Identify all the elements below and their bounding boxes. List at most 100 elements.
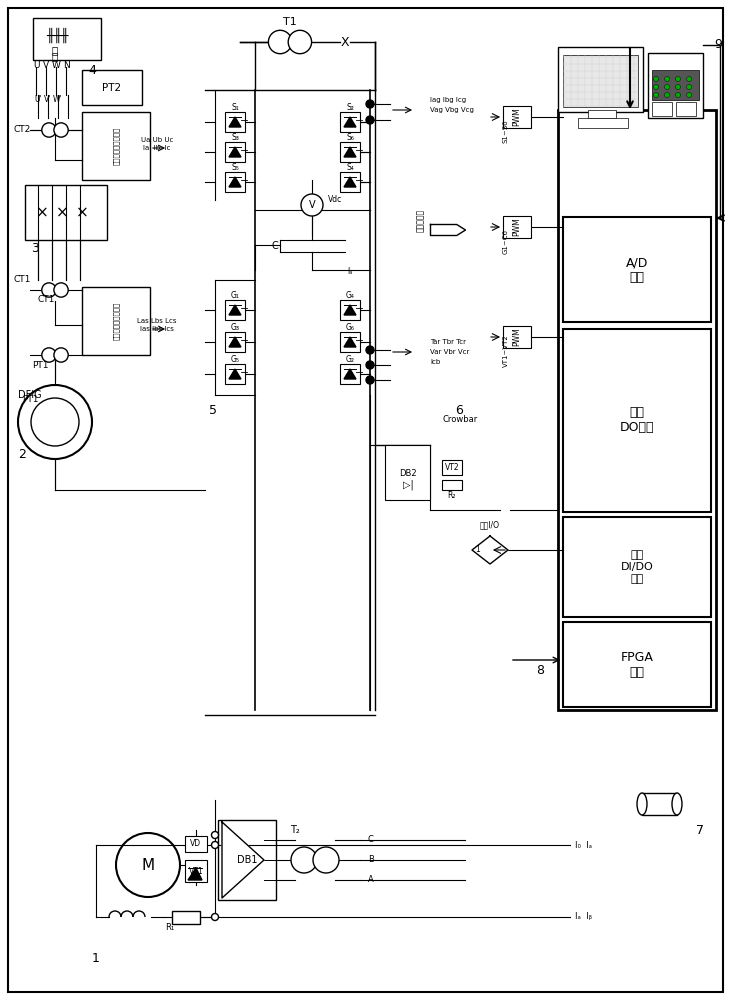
Text: PWM: PWM [512, 218, 521, 236]
Text: Las Lbs Lcs: Las Lbs Lcs [137, 318, 177, 324]
Text: 模拟量信号调理模块: 模拟量信号调理模块 [113, 127, 119, 165]
Text: G₅: G₅ [230, 355, 240, 363]
Text: PT1: PT1 [31, 360, 48, 369]
Text: A: A [368, 876, 374, 884]
Bar [588, 110, 616, 118]
Text: U: U [33, 60, 39, 70]
Text: VD: VD [191, 840, 202, 848]
Polygon shape [222, 822, 264, 898]
Circle shape [54, 123, 68, 137]
Text: G₁: G₁ [230, 290, 240, 300]
Bar [563, 517, 711, 617]
Text: G₂: G₂ [346, 355, 355, 363]
Bar [503, 326, 531, 348]
Text: 网: 网 [52, 51, 58, 61]
Polygon shape [344, 117, 356, 127]
Text: 1: 1 [475, 546, 480, 554]
Text: R₂: R₂ [448, 490, 456, 499]
Circle shape [211, 842, 219, 848]
Polygon shape [344, 369, 356, 379]
Circle shape [211, 914, 219, 920]
Bar [82, 70, 142, 105]
Circle shape [54, 348, 68, 362]
Polygon shape [229, 117, 241, 127]
Text: PWM: PWM [512, 328, 521, 346]
Text: 1: 1 [92, 952, 100, 964]
Bar [88, 717, 598, 975]
Bar [185, 860, 207, 882]
Bar [225, 142, 245, 162]
Text: 9: 9 [714, 38, 722, 51]
Polygon shape [188, 868, 202, 880]
Text: 备用I/O: 备用I/O [480, 520, 500, 530]
Ellipse shape [637, 793, 647, 815]
Text: 5: 5 [209, 403, 217, 416]
Circle shape [116, 833, 180, 897]
Circle shape [366, 116, 374, 124]
Text: C: C [368, 836, 374, 844]
Circle shape [686, 93, 692, 98]
Bar [385, 445, 430, 500]
Bar [558, 110, 716, 710]
Polygon shape [229, 177, 241, 187]
Circle shape [664, 93, 670, 98]
Bar [563, 55, 638, 107]
Bar [82, 112, 150, 180]
Bar [578, 118, 628, 128]
Text: FPGA
模块: FPGA 模块 [621, 651, 654, 679]
Circle shape [675, 77, 681, 82]
Text: Tar Tbr Tcr: Tar Tbr Tcr [430, 339, 466, 345]
Circle shape [366, 376, 374, 384]
Bar [648, 53, 703, 118]
Text: ×: × [56, 206, 69, 221]
Text: S1~S6: S1~S6 [503, 119, 509, 143]
Circle shape [654, 85, 659, 90]
Polygon shape [344, 337, 356, 347]
Text: DB1: DB1 [237, 855, 257, 865]
Text: M: M [141, 857, 154, 872]
Text: PT2: PT2 [102, 83, 121, 93]
Text: Iₐ: Iₐ [347, 267, 352, 276]
Circle shape [42, 123, 56, 137]
Polygon shape [344, 305, 356, 315]
Text: Crowbar: Crowbar [442, 416, 477, 424]
Text: C: C [272, 241, 279, 251]
Text: U': U' [34, 96, 42, 104]
Text: CT1: CT1 [13, 275, 31, 284]
Circle shape [675, 85, 681, 90]
Bar [33, 18, 101, 60]
Text: Vag Vbg Vcg: Vag Vbg Vcg [430, 107, 474, 113]
Text: PT1: PT1 [22, 395, 39, 404]
Text: 8: 8 [536, 664, 544, 676]
Bar [340, 172, 360, 192]
Text: S₅: S₅ [231, 162, 239, 172]
Text: ×: × [36, 206, 48, 221]
Text: VT1: VT1 [189, 866, 203, 876]
Circle shape [211, 832, 219, 838]
Text: S₂: S₂ [346, 103, 354, 111]
Bar [340, 142, 360, 162]
Text: PWM: PWM [512, 108, 521, 126]
Text: ×: × [75, 206, 88, 221]
Text: Iag Ibg Icg: Iag Ibg Icg [430, 97, 466, 103]
Text: R₁: R₁ [165, 924, 175, 932]
Bar [563, 622, 711, 707]
Text: G1~C6: G1~C6 [503, 229, 509, 253]
Circle shape [42, 348, 56, 362]
Bar [225, 300, 245, 320]
Bar [172, 911, 200, 924]
Circle shape [686, 77, 692, 82]
Circle shape [42, 283, 56, 297]
Circle shape [313, 847, 339, 873]
Text: S₄: S₄ [346, 162, 354, 172]
Text: G₃: G₃ [230, 322, 240, 332]
Text: 2: 2 [18, 448, 26, 462]
Circle shape [675, 93, 681, 98]
Polygon shape [229, 337, 241, 347]
Polygon shape [229, 369, 241, 379]
Text: Ia  Ib  Ic: Ia Ib Ic [143, 145, 171, 151]
Bar [676, 102, 696, 116]
Bar [340, 300, 360, 320]
Circle shape [664, 85, 670, 90]
Bar [380, 410, 510, 530]
